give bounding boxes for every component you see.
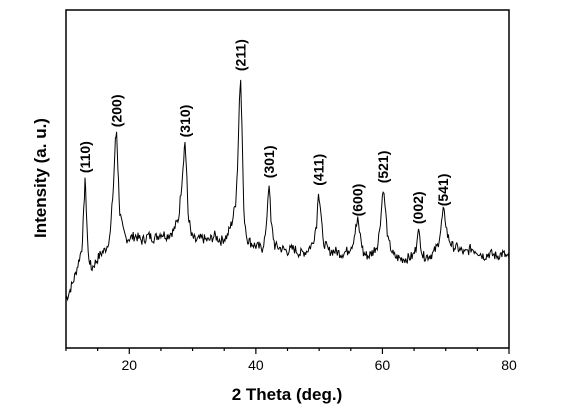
peak-label: (541) — [435, 174, 451, 207]
peak-label: (411) — [311, 154, 327, 186]
peak-label: (301) — [261, 146, 277, 179]
xrd-series-line — [65, 79, 510, 302]
x-tick-label: 20 — [121, 357, 137, 373]
x-tick-label: 60 — [375, 357, 391, 373]
peak-label: (110) — [77, 141, 93, 173]
x-tick-label: 80 — [501, 357, 517, 373]
peak-labels: (110) (200) (310) (211) (301) (411) (600) (521)… — [77, 39, 451, 224]
x-axis-title: 2 Theta (deg.) — [232, 385, 343, 404]
x-axis-ticks — [65, 348, 510, 354]
y-axis-title: Intensity (a. u.) — [31, 118, 50, 238]
peak-label: (600) — [350, 184, 366, 217]
peak-label: (002) — [410, 191, 426, 224]
peak-label: (521) — [375, 151, 391, 184]
peak-label: (211) — [233, 39, 249, 71]
x-tick-label: 40 — [248, 357, 264, 373]
x-axis-tick-labels: 20 40 60 80 — [121, 357, 517, 373]
peak-label: (200) — [109, 95, 125, 128]
peak-label: (310) — [177, 105, 193, 138]
